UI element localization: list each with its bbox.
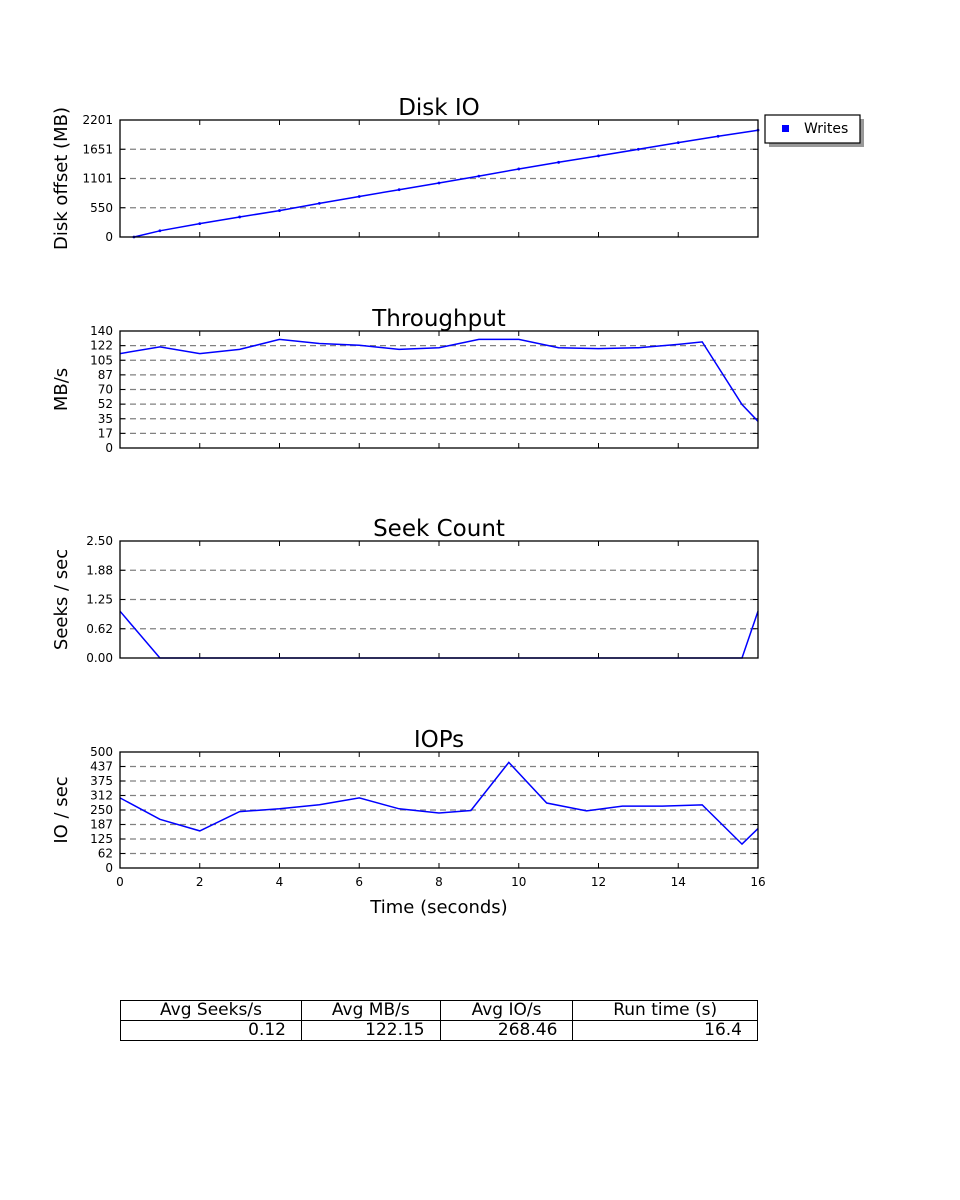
panel-4-ytick-label: 375: [90, 774, 113, 788]
legend-box: [764, 114, 861, 144]
panel-4-xtick-label: 16: [750, 875, 765, 889]
panel-3-series-line: [119, 610, 759, 659]
panel-4-ytick-label: 312: [90, 789, 113, 803]
panel-2-title: Throughput: [371, 306, 506, 332]
summary-header-row: Avg Seeks/s Avg MB/s Avg IO/s Run time (…: [120, 1000, 758, 1021]
panel-4-ytick-label: 437: [90, 760, 113, 774]
legend-marker-writes: [782, 125, 789, 132]
summary-value-row: 0.12 122.15 268.46 16.4: [120, 1020, 758, 1041]
io-report-charts: Disk IO Disk offset (MB) 0 550 1101 1651 2201 W…: [51, 95, 864, 918]
panel-3-ytick-label: 0.62: [86, 622, 113, 636]
panel-1-series-line: [133, 129, 759, 238]
panel-1-ytick-label: 2201: [82, 113, 113, 127]
panel-1-data-point: [397, 188, 401, 192]
summary-value-avg-mbs: 122.15: [300, 1020, 441, 1041]
panel-4-xtick-label: 14: [671, 875, 686, 889]
panel-1-ytick-label: 550: [90, 201, 113, 215]
panel-1-data-point: [477, 174, 481, 178]
panel-1-data-point: [158, 229, 162, 233]
panel-1-data-point: [198, 222, 202, 226]
panel-1-data-point: [238, 215, 242, 219]
panel-2-ytick-label: 35: [98, 412, 113, 426]
panel-2-ytick-label: 70: [98, 383, 113, 397]
summary-table: Avg Seeks/s Avg MB/s Avg IO/s Run time (…: [120, 1000, 758, 1041]
panel-4-ytick-label: 250: [90, 803, 113, 817]
panel-1-ytick-label: 1651: [82, 142, 113, 156]
panel-1-data-point: [716, 134, 720, 138]
panel-2-ytick-label: 105: [90, 353, 113, 367]
panel-1-data-point: [636, 147, 640, 151]
panel-1-data-point: [676, 141, 680, 145]
panel-4-xtick-label: 2: [196, 875, 204, 889]
panel-2-ytick-label: 17: [98, 426, 113, 440]
summary-value-avg-seeks: 0.12: [120, 1020, 302, 1041]
panel-4-ytick-label: 0: [105, 861, 113, 875]
panel-2-ytick-label: 0: [105, 441, 113, 455]
panel-4-ytick-label: 187: [90, 818, 113, 832]
panel-1-frame: [119, 119, 759, 238]
panel-2-frame: [119, 330, 759, 449]
summary-header-avg-ios: Avg IO/s: [439, 1000, 574, 1021]
panel-4-xtick-label: 6: [355, 875, 363, 889]
panel-4-ytick-label: 500: [90, 745, 113, 759]
panel-3-ytick-label: 2.50: [86, 534, 113, 548]
panel-4-frame: [119, 751, 759, 869]
panel-1-data-point: [317, 202, 321, 205]
panel-3-frame: [119, 540, 759, 659]
panel-2-ytick-label: 140: [90, 324, 113, 338]
panel-1-ytick-label: 1101: [82, 172, 113, 186]
panel-4-title: IOPs: [414, 727, 464, 753]
panel-4-ytick-label: 125: [90, 832, 113, 846]
panel-1-data-point: [357, 195, 361, 198]
summary-header-run-time: Run time (s): [572, 1000, 758, 1021]
panel-1-ylabel: Disk offset (MB): [51, 107, 72, 250]
panel-4-xtick-label: 4: [276, 875, 284, 889]
panel-1-data-point: [278, 209, 281, 212]
panel-4-xlabel: Time (seconds): [369, 897, 507, 918]
summary-header-avg-seeks: Avg Seeks/s: [120, 1000, 302, 1021]
legend-label-writes: Writes: [804, 121, 848, 137]
panel-4-xtick-label: 8: [435, 875, 443, 889]
panel-2-ytick-label: 52: [98, 397, 113, 411]
panel-1-data-point: [557, 160, 561, 164]
panel-2-ytick-label: 87: [98, 368, 113, 382]
summary-value-run-time: 16.4: [572, 1020, 758, 1041]
panel-4-series-line: [119, 761, 759, 846]
panel-4-xtick-label: 0: [116, 875, 124, 889]
panel-2-series-line: [119, 338, 759, 422]
panel-3-ytick-label: 1.88: [86, 563, 113, 577]
panel-1-ytick-label: 0: [105, 230, 113, 244]
panel-3-title: Seek Count: [373, 516, 505, 542]
panel-4-xtick-label: 10: [511, 875, 526, 889]
panel-4-xtick-label: 12: [591, 875, 606, 889]
summary-value-avg-ios: 268.46: [439, 1020, 574, 1041]
panel-3-ytick-label: 1.25: [86, 593, 113, 607]
panel-1-data-point: [597, 154, 600, 158]
panel-1-data-point: [517, 167, 521, 171]
summary-header-avg-mbs: Avg MB/s: [300, 1000, 441, 1021]
panel-3-ylabel: Seeks / sec: [51, 549, 72, 650]
panel-1-data-point: [437, 181, 441, 185]
panel-4-ylabel: IO / sec: [51, 776, 72, 843]
panel-2-ytick-label: 122: [90, 339, 113, 353]
panel-3-ytick-label: 0.00: [86, 651, 113, 665]
panel-2-ylabel: MB/s: [51, 368, 72, 411]
panel-4-ytick-label: 62: [98, 847, 113, 861]
panel-1-title: Disk IO: [398, 95, 480, 121]
